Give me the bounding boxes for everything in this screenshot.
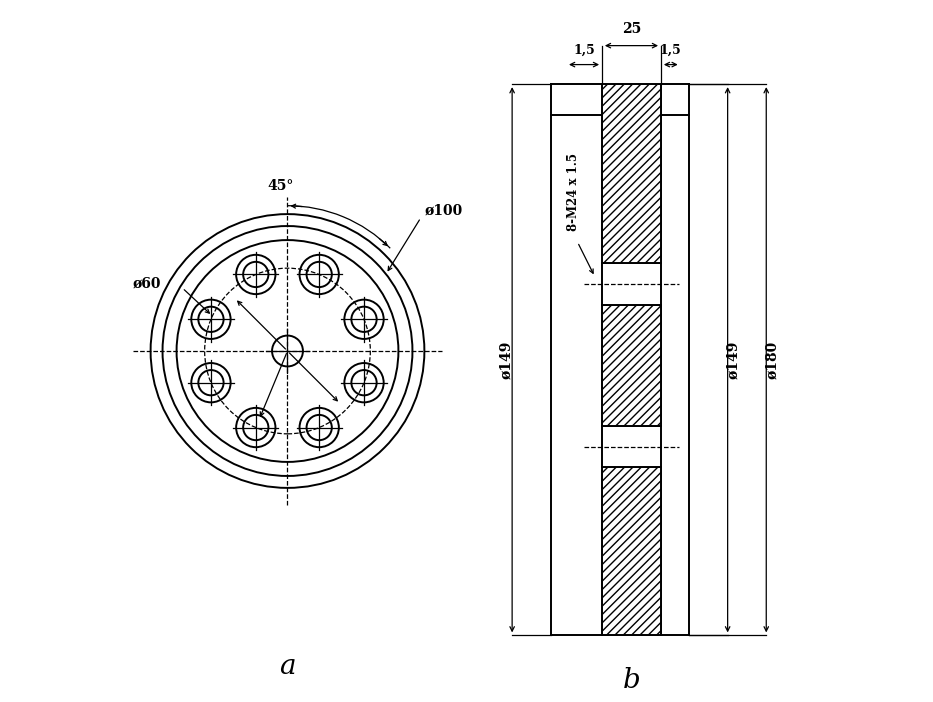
Bar (602, 468, 661, 635)
Text: 8-M24 x 1.5: 8-M24 x 1.5 (567, 153, 580, 232)
Bar (602, 84, 661, 263)
Text: 25: 25 (622, 22, 641, 36)
Text: 1,5: 1,5 (660, 44, 682, 56)
Text: ø60: ø60 (132, 277, 161, 291)
Text: a: a (279, 653, 296, 680)
Text: 1,5: 1,5 (573, 44, 595, 56)
Text: ø149: ø149 (726, 340, 740, 379)
Bar (602, 305, 661, 426)
Text: ø100: ø100 (425, 203, 463, 217)
Text: ø149: ø149 (499, 340, 513, 379)
Text: ø180: ø180 (765, 340, 779, 379)
Text: 45°: 45° (267, 178, 294, 192)
Text: b: b (622, 667, 640, 694)
